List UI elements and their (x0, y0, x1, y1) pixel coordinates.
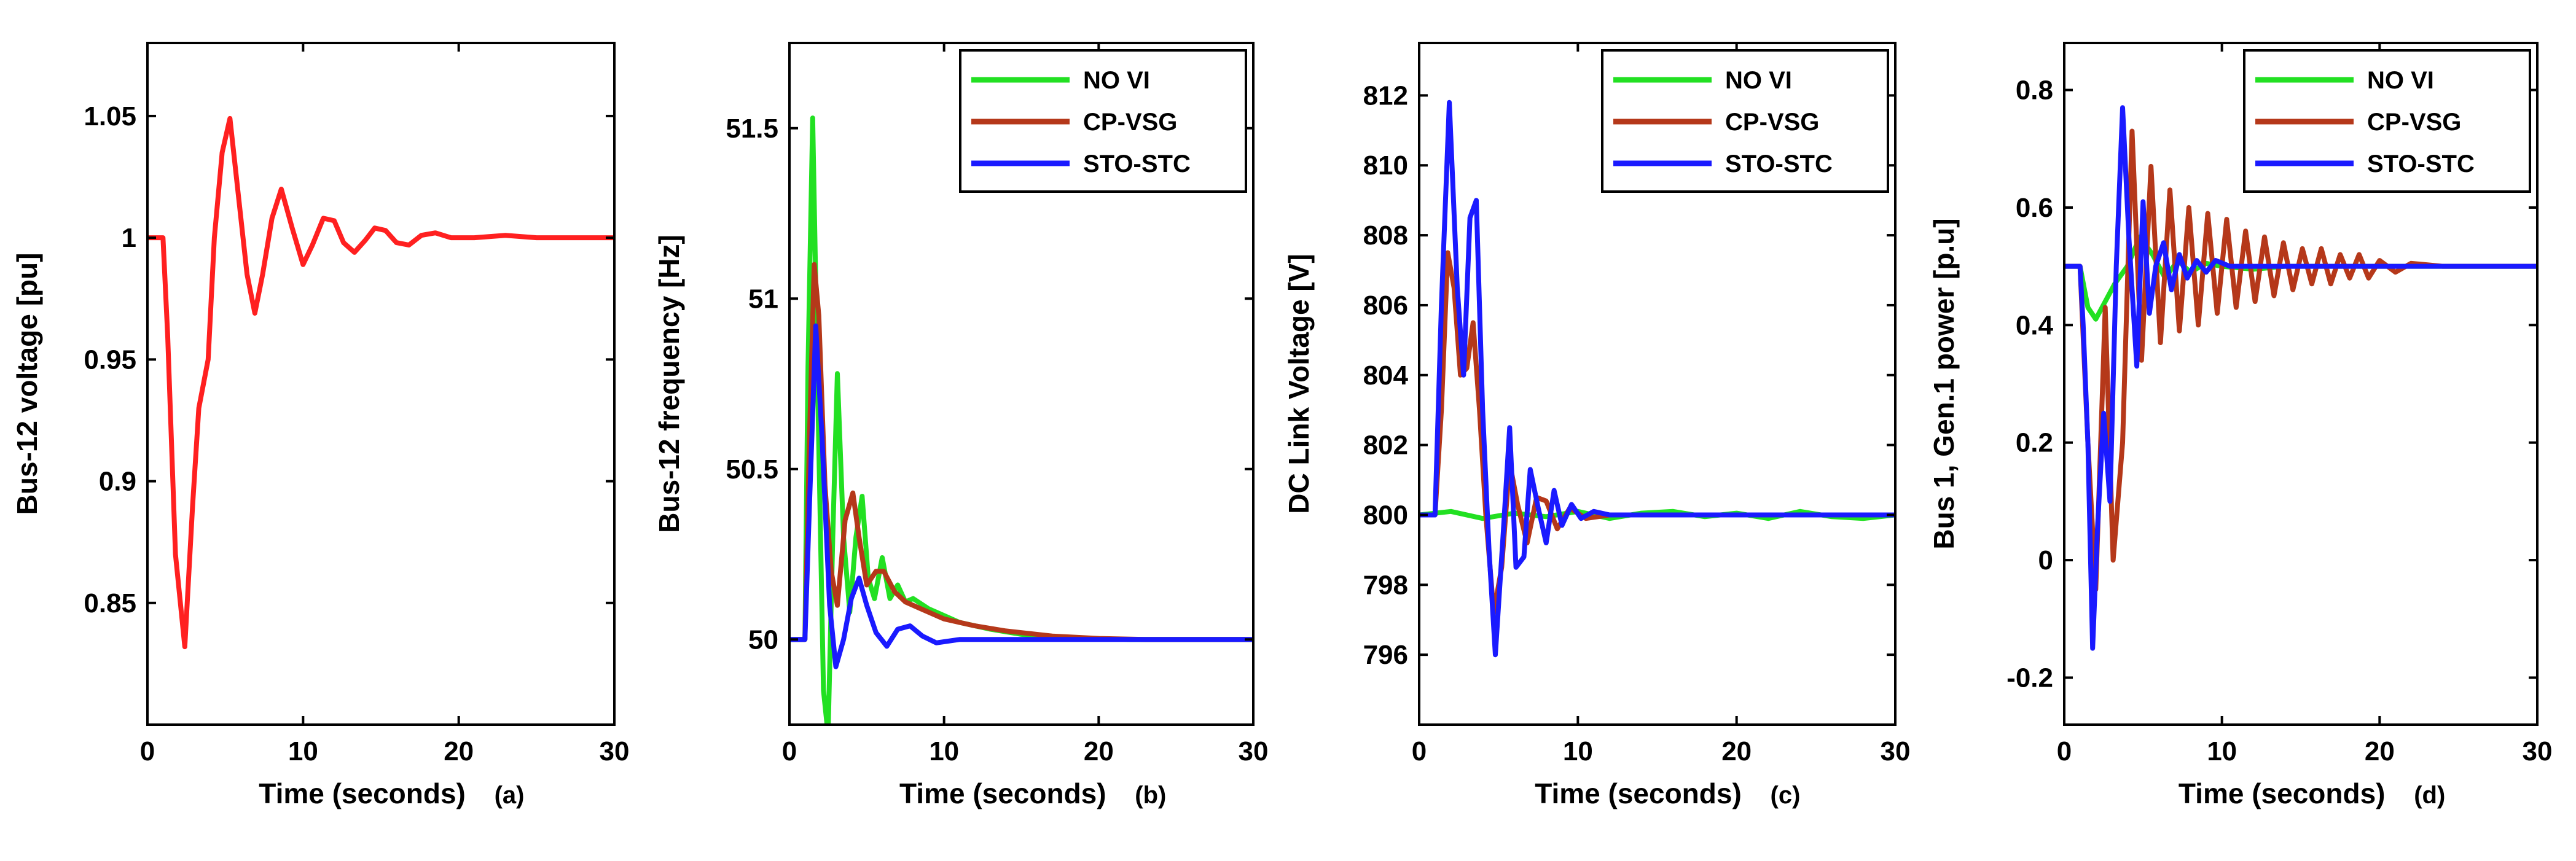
legend-entry: CP-VSG (1083, 109, 1177, 136)
chart-panel-4: 0 10 20 30 -0.2 0 0.2 0.4 0.6 0.8 Time (seconds) (d… (1928, 42, 2553, 809)
y-tick-label: 800 (1363, 500, 1408, 530)
y-tick-label: 1.05 (84, 101, 136, 131)
legend: NO VI CP-VSG STO-STC (959, 49, 1247, 193)
y-tick-label: 50.5 (726, 454, 778, 485)
x-tick-label: 10 (288, 736, 318, 766)
y-tick-label: 0.2 (2016, 428, 2053, 458)
x-tick-label: 10 (929, 736, 959, 766)
x-tick-label: 30 (1881, 736, 1911, 766)
x-axis-label: Time (seconds) (259, 777, 466, 809)
legend-entry: CP-VSG (1725, 109, 1819, 136)
x-tick-label: 20 (2365, 736, 2395, 766)
y-axis-label: Bus-12 voltage [pu] (11, 253, 43, 515)
y-axis-label: Bus 1, Gen.1 power [p.u] (1928, 218, 1960, 549)
x-tick-label: 0 (140, 736, 155, 766)
x-tick-label: 10 (2207, 736, 2237, 766)
x-axis-label: Time (seconds) (899, 777, 1106, 809)
chart-panel-3: 0 10 20 30 796 798 800 802 804 806 808 810 812 Time (… (1283, 42, 1911, 809)
x-tick-label: 30 (2523, 736, 2553, 766)
y-tick-label: 50 (748, 625, 778, 655)
x-tick-label: 0 (2057, 736, 2072, 766)
y-tick-label: 0 (2038, 545, 2053, 575)
x-tick-label: 20 (444, 736, 474, 766)
y-tick-label: 0.95 (84, 345, 136, 375)
y-tick-label: -0.2 (2006, 663, 2053, 693)
x-axis-label: Time (seconds) (2179, 777, 2386, 809)
axes-frame (2063, 42, 2539, 726)
legend-entry: CP-VSG (2367, 109, 2461, 136)
y-tick-label: 51 (748, 284, 778, 314)
series-line-bus-12-voltage (147, 115, 614, 650)
x-tick-label: 0 (1412, 736, 1427, 766)
axes-frame (146, 42, 616, 726)
y-tick-label: 806 (1363, 290, 1408, 321)
y-axis-label: DC Link Voltage [V] (1283, 254, 1315, 513)
y-tick-label: 810 (1363, 150, 1408, 181)
legend-entry: NO VI (1083, 67, 1150, 94)
x-tick-label: 0 (782, 736, 797, 766)
panel-label: (b) (1135, 782, 1166, 809)
y-tick-label: 808 (1363, 220, 1408, 251)
y-tick-label: 812 (1363, 80, 1408, 111)
x-tick-label: 10 (1563, 736, 1593, 766)
y-axis-label: Bus-12 frequency [Hz] (653, 235, 685, 533)
y-tick-label: 51.5 (726, 114, 778, 144)
y-tick-label: 802 (1363, 430, 1408, 461)
legend-entry: STO-STC (2367, 150, 2475, 177)
y-tick-label: 798 (1363, 570, 1408, 600)
x-tick-label: 20 (1721, 736, 1752, 766)
legend: NO VI CP-VSG STO-STC (1601, 49, 1889, 193)
x-tick-label: 20 (1084, 736, 1114, 766)
panel-label: (d) (2414, 782, 2445, 809)
x-tick-label: 30 (600, 736, 630, 766)
axes-frame (788, 42, 1255, 726)
y-tick-label: 0.4 (2016, 310, 2054, 340)
panel-label: (a) (495, 782, 525, 809)
legend-entry: NO VI (2367, 67, 2434, 94)
y-tick-label: 0.85 (84, 588, 136, 618)
series-line-cp-vsg (789, 262, 1253, 642)
legend-entry: STO-STC (1725, 150, 1833, 177)
series-line-cp-vsg (2064, 128, 2537, 592)
chart-panel-2: 0 10 20 30 50 50.5 51 51.5 Time (seconds) (b) Bus-… (653, 42, 1269, 809)
y-tick-label: 804 (1363, 360, 1409, 391)
y-tick-label: 796 (1363, 640, 1408, 670)
y-tick-label: 1 (122, 223, 136, 253)
legend-entry: STO-STC (1083, 150, 1191, 177)
panel-label: (c) (1771, 782, 1801, 809)
series-line-sto-stc (789, 323, 1253, 669)
legend-entry: NO VI (1725, 67, 1792, 94)
axes-frame (1418, 42, 1897, 726)
y-tick-label: 0.9 (99, 467, 136, 497)
y-tick-label: 0.8 (2016, 76, 2053, 106)
y-tick-label: 0.6 (2016, 193, 2053, 223)
x-tick-label: 30 (1239, 736, 1269, 766)
series-line-sto-stc (1419, 99, 1895, 658)
chart-panel-1: 0 10 20 30 0.85 0.9 0.95 1 1.05 Time (seconds) (a)… (11, 42, 630, 809)
series-line-sto-stc (2064, 105, 2537, 651)
x-axis-label: Time (seconds) (1535, 777, 1742, 809)
legend: NO VI CP-VSG STO-STC (2243, 49, 2531, 193)
